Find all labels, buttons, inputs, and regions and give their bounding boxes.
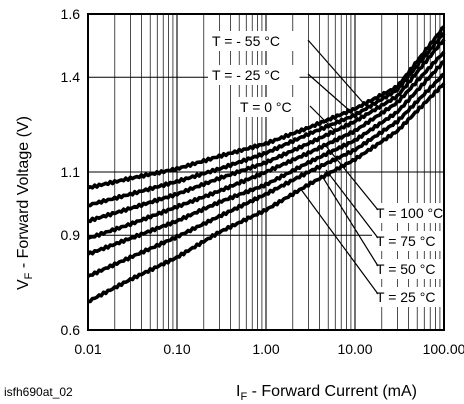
x-axis-title: IF - Forward Current (mA) xyxy=(236,383,417,403)
series-line xyxy=(86,59,445,256)
series-label-leader xyxy=(307,39,367,107)
y-tick-label: 0.6 xyxy=(61,322,81,338)
y-tick-label: 1.1 xyxy=(61,164,81,180)
series-label-leader xyxy=(307,73,359,119)
x-axis-title-sub: F xyxy=(240,391,247,403)
series-label-leader xyxy=(299,187,379,295)
tick-labels: 0.01 0.10 1.00 10.00 100.00 0.6 0.9 1.1 1.4 1.6 xyxy=(61,6,464,357)
series-line xyxy=(87,82,446,304)
y-axis-title-main: V xyxy=(15,279,32,290)
x-axis-title-main: I xyxy=(236,383,240,400)
series-curves xyxy=(86,25,446,304)
series-label-bg xyxy=(372,259,449,279)
y-axis-title-sub: F xyxy=(23,272,35,279)
series-line xyxy=(87,25,446,190)
y-axis-title-rest: - Forward Voltage (V) xyxy=(15,116,32,273)
y-tick-label: 1.4 xyxy=(61,69,81,85)
series-label-bg xyxy=(208,31,300,51)
series-label: T = 50 °C xyxy=(376,261,435,277)
series-label: T = 75 °C xyxy=(376,233,435,249)
y-tick-label: 0.9 xyxy=(61,227,81,243)
series-line xyxy=(87,31,446,208)
series-label-leader xyxy=(321,175,379,267)
plot-frame xyxy=(87,13,445,331)
series-label-bg xyxy=(372,231,449,251)
series-label: T = 25 °C xyxy=(376,289,435,305)
series-label-leader xyxy=(325,169,379,239)
figure-code: isfh690at_02 xyxy=(4,385,73,399)
x-tick-label: 100.00 xyxy=(423,341,464,357)
y-axis-title: VF - Forward Voltage (V) xyxy=(15,116,35,290)
series-labels: T = - 55 °C T = - 25 °C T = 0 °C T = 100 °C… xyxy=(208,31,456,307)
series-line xyxy=(87,38,446,224)
x-tick-label: 10.00 xyxy=(337,341,372,357)
series-label-leader xyxy=(325,145,379,211)
series-label: T = 0 °C xyxy=(240,99,292,115)
x-tick-label: 0.01 xyxy=(74,341,101,357)
series-label-bg xyxy=(372,287,449,307)
x-axis-title-rest: - Forward Current (mA) xyxy=(247,383,417,400)
series-label-bg xyxy=(372,203,456,223)
y-tick-label: 1.6 xyxy=(61,6,81,22)
x-tick-label: 1.00 xyxy=(252,341,279,357)
series-label: T = - 25 °C xyxy=(212,67,280,83)
series-label: T = 100 °C xyxy=(376,205,443,221)
series-label-bg xyxy=(236,97,305,117)
series-line xyxy=(87,72,445,278)
series-line xyxy=(87,50,446,240)
x-tick-label: 0.10 xyxy=(163,341,190,357)
series-label-bg xyxy=(208,65,300,85)
series-label: T = - 55 °C xyxy=(212,33,280,49)
series-label-leader xyxy=(309,105,337,133)
